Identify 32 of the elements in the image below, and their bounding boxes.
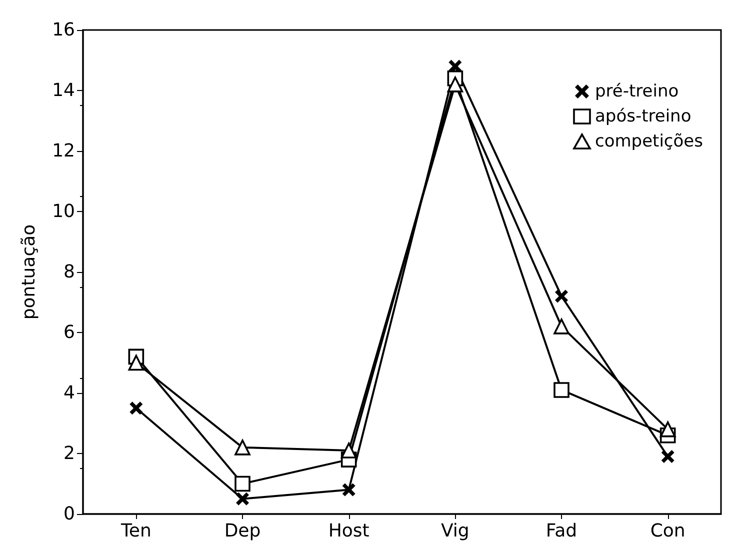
x-tick-label: Host: [328, 520, 370, 542]
y-tick-label: 10: [52, 201, 75, 222]
y-tick-label: 12: [52, 140, 75, 162]
point: [236, 492, 249, 506]
x-tick-label: Fad: [546, 520, 578, 542]
point: [340, 442, 357, 458]
point: [234, 440, 250, 456]
point: [447, 76, 464, 92]
x-tick-label: Vig: [440, 520, 470, 542]
point: [555, 290, 568, 303]
point: [130, 402, 143, 415]
y-tick-label: 8: [64, 262, 75, 282]
legend-label: competições: [594, 132, 704, 152]
x-tick-label: Ten: [120, 520, 152, 542]
point: [128, 354, 144, 371]
legend-label: pré-treino: [594, 82, 679, 102]
point: [342, 483, 356, 496]
point: [554, 382, 570, 398]
x-tick-label: Dep: [224, 520, 261, 542]
point: [661, 450, 674, 464]
point: [234, 476, 250, 492]
y-tick-label: 6: [64, 322, 75, 343]
legend-label: após-treino: [594, 106, 692, 126]
y-axis-title: pontuação: [18, 224, 40, 320]
x-tick-label: Con: [650, 520, 686, 542]
y-tick-label: 0: [64, 504, 75, 524]
y-tick-label: 16: [52, 20, 75, 40]
point: [554, 318, 570, 334]
y-tick-label: 14: [52, 80, 75, 101]
y-tick-label: 2: [64, 443, 75, 464]
y-tick-label: 4: [64, 382, 75, 404]
point: [660, 421, 676, 438]
